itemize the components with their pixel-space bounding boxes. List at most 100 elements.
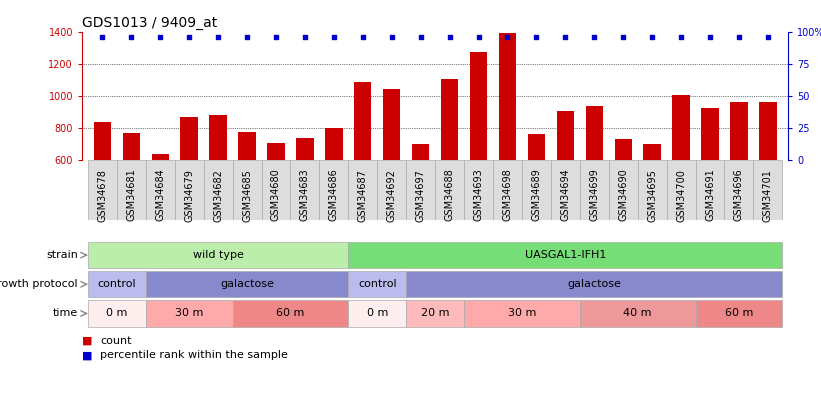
Bar: [731, 102, 748, 160]
Bar: [724, 160, 754, 220]
Text: GSM34701: GSM34701: [763, 168, 773, 222]
Text: percentile rank within the sample: percentile rank within the sample: [100, 350, 288, 360]
Bar: [383, 89, 401, 160]
Point: [269, 34, 282, 40]
Point: [443, 34, 456, 40]
Text: 30 m: 30 m: [507, 309, 536, 318]
Text: ■: ■: [82, 336, 96, 346]
Text: GSM34683: GSM34683: [300, 168, 310, 222]
Bar: [291, 160, 319, 220]
Text: count: count: [100, 336, 131, 346]
Bar: [238, 132, 255, 160]
Point: [356, 34, 369, 40]
Point: [241, 34, 254, 40]
Text: GSM34691: GSM34691: [705, 168, 715, 222]
Bar: [695, 160, 724, 220]
Point: [530, 34, 543, 40]
Bar: [88, 242, 348, 268]
Text: strain: strain: [46, 250, 78, 260]
Point: [588, 34, 601, 40]
Bar: [615, 139, 632, 160]
Text: GSM34700: GSM34700: [677, 168, 686, 222]
Bar: [644, 145, 661, 160]
Point: [154, 34, 167, 40]
Point: [328, 34, 341, 40]
Bar: [88, 160, 117, 220]
Bar: [88, 301, 146, 326]
Point: [212, 34, 225, 40]
Text: GSM34695: GSM34695: [647, 168, 657, 222]
Point: [704, 34, 717, 40]
Text: GSM34698: GSM34698: [502, 168, 512, 222]
Bar: [122, 132, 140, 160]
Bar: [406, 301, 464, 326]
Text: GSM34692: GSM34692: [387, 168, 397, 222]
Point: [732, 34, 745, 40]
Point: [414, 34, 427, 40]
Bar: [146, 271, 348, 297]
Bar: [754, 160, 782, 220]
Bar: [94, 122, 111, 160]
Text: 60 m: 60 m: [725, 309, 753, 318]
Text: 0 m: 0 m: [366, 309, 388, 318]
Bar: [232, 160, 262, 220]
Bar: [146, 160, 175, 220]
Point: [125, 34, 138, 40]
Bar: [146, 301, 232, 326]
Bar: [117, 160, 146, 220]
Bar: [464, 301, 580, 326]
Bar: [638, 160, 667, 220]
Bar: [701, 108, 718, 160]
Text: control: control: [98, 279, 136, 289]
Text: time: time: [53, 309, 78, 318]
Text: ■: ■: [82, 350, 96, 360]
Bar: [325, 128, 342, 160]
Text: GSM34681: GSM34681: [126, 168, 136, 222]
Bar: [493, 160, 522, 220]
Bar: [522, 160, 551, 220]
Text: GSM34680: GSM34680: [271, 168, 281, 222]
Bar: [348, 301, 406, 326]
Text: galactose: galactose: [220, 279, 274, 289]
Text: GSM34699: GSM34699: [589, 168, 599, 222]
Bar: [580, 301, 695, 326]
Text: wild type: wild type: [193, 250, 244, 260]
Text: GSM34686: GSM34686: [329, 168, 339, 222]
Point: [96, 34, 109, 40]
Text: control: control: [358, 279, 397, 289]
Point: [472, 34, 485, 40]
Bar: [209, 115, 227, 160]
Text: GSM34687: GSM34687: [358, 168, 368, 222]
Text: UASGAL1-IFH1: UASGAL1-IFH1: [525, 250, 606, 260]
Bar: [152, 154, 169, 160]
Text: GDS1013 / 9409_at: GDS1013 / 9409_at: [82, 16, 218, 30]
Bar: [406, 160, 435, 220]
Bar: [378, 160, 406, 220]
Bar: [204, 160, 232, 220]
Bar: [412, 145, 429, 160]
Bar: [585, 106, 603, 160]
Point: [501, 34, 514, 40]
Point: [675, 34, 688, 40]
Text: GSM34679: GSM34679: [184, 168, 194, 222]
Text: GSM34685: GSM34685: [242, 168, 252, 222]
Text: GSM34697: GSM34697: [415, 168, 425, 222]
Bar: [580, 160, 608, 220]
Text: GSM34688: GSM34688: [445, 168, 455, 222]
Bar: [557, 111, 574, 160]
Point: [761, 34, 774, 40]
Text: GSM34678: GSM34678: [98, 168, 108, 222]
Text: GSM34694: GSM34694: [561, 168, 571, 222]
Bar: [759, 102, 777, 160]
Bar: [348, 242, 782, 268]
Bar: [608, 160, 638, 220]
Bar: [406, 271, 782, 297]
Text: GSM34684: GSM34684: [155, 168, 165, 222]
Text: GSM34690: GSM34690: [618, 168, 628, 222]
Text: growth protocol: growth protocol: [0, 279, 78, 289]
Point: [385, 34, 398, 40]
Text: 30 m: 30 m: [175, 309, 204, 318]
Bar: [354, 83, 371, 160]
Text: GSM34689: GSM34689: [531, 168, 541, 222]
Bar: [464, 160, 493, 220]
